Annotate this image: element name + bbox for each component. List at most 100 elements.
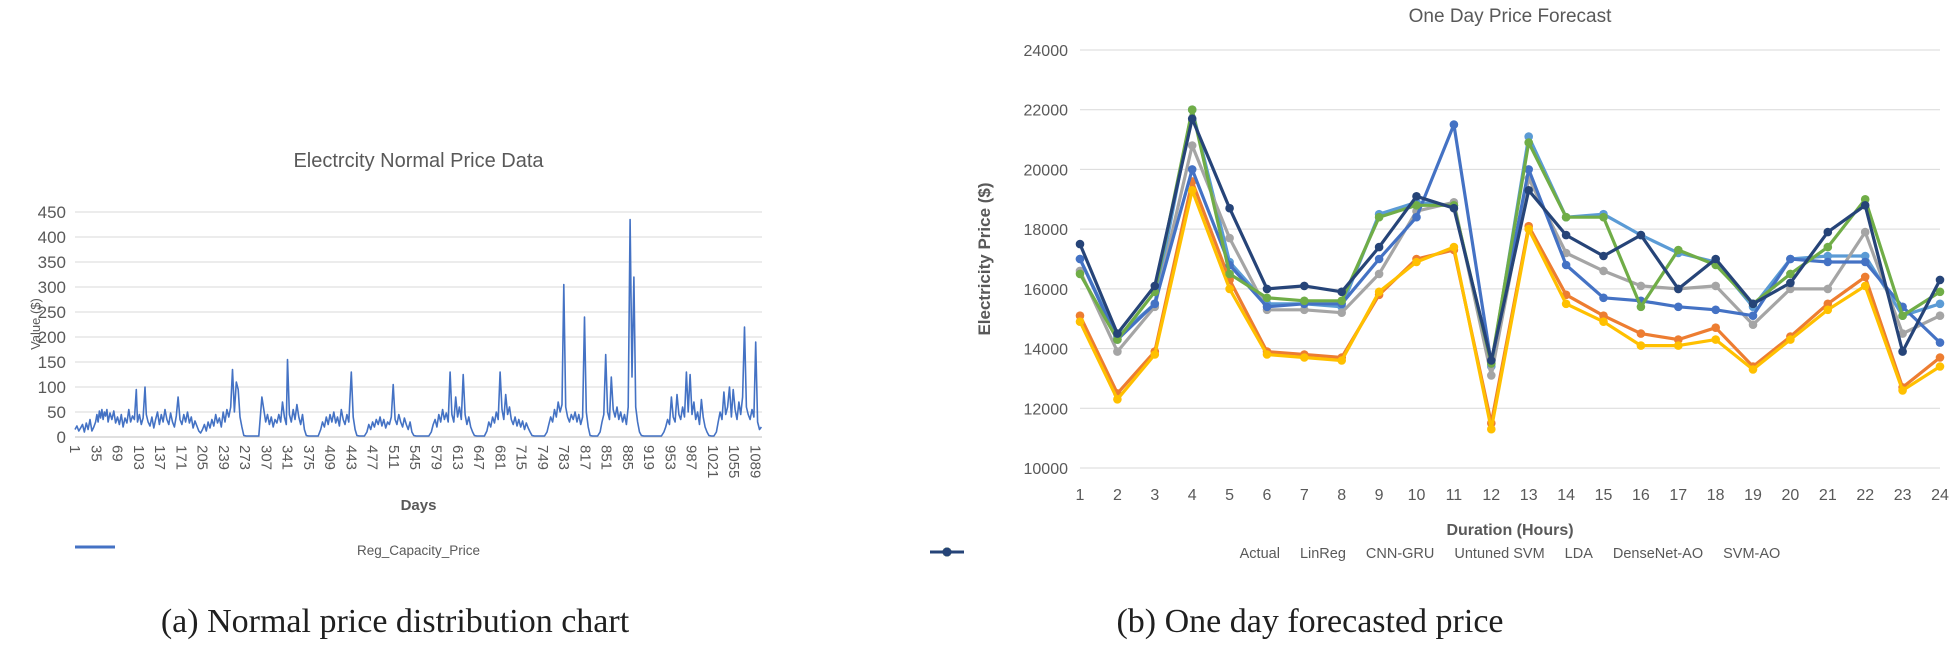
svg-text:885: 885 (619, 445, 636, 470)
svg-text:9: 9 (1375, 487, 1384, 504)
chart-a-y-tick-labels: 0 50 100 150 200 250 300 350 400 450 (38, 203, 66, 447)
series-svm-ao (1075, 114, 1945, 365)
svg-text:450: 450 (38, 203, 66, 222)
chart-b-x-axis-title: Duration (Hours) (1446, 522, 1574, 539)
svg-text:250: 250 (38, 303, 66, 322)
svg-text:17: 17 (1669, 487, 1687, 504)
legend-label: Actual (1239, 546, 1280, 562)
legend-item-reg-capacity-price: Reg_Capacity_Price (75, 543, 481, 558)
legend-item-actual: Actual (930, 546, 1280, 562)
svg-text:1: 1 (66, 445, 83, 453)
svg-text:12: 12 (1482, 487, 1500, 504)
svg-text:14000: 14000 (1024, 342, 1069, 359)
svg-text:16000: 16000 (1024, 282, 1069, 299)
forecast-chart: 10000 12000 14000 16000 18000 20000 22000 24000… (780, 0, 1950, 600)
chart-b-y-tick-labels: 10000 12000 14000 16000 18000 20000 22000 24000 (1024, 43, 1069, 478)
svg-text:137: 137 (151, 445, 168, 470)
svg-text:14: 14 (1557, 487, 1575, 504)
svg-text:307: 307 (257, 445, 274, 470)
svg-text:21: 21 (1819, 487, 1837, 504)
chart-b-legend: Actual LinReg CNN-GRU Untuned SVM LDA De… (930, 546, 1950, 562)
svg-text:13: 13 (1520, 487, 1538, 504)
svg-text:341: 341 (279, 445, 296, 470)
series-reg-capacity-price (74, 218, 763, 437)
legend-line-marker-swatch (930, 547, 964, 557)
svg-text:953: 953 (661, 445, 678, 470)
svg-text:16: 16 (1632, 487, 1650, 504)
svg-text:400: 400 (38, 228, 66, 247)
svg-text:22000: 22000 (1024, 103, 1069, 120)
caption-b: (b) One day forecasted price (1116, 603, 1504, 640)
legend-label: Reg_Capacity_Price (356, 543, 481, 558)
svg-text:171: 171 (172, 445, 189, 470)
chart-a-y-axis-title: Value ($) (28, 298, 43, 350)
legend-item-untuned-svm: Untuned SVM (930, 546, 1545, 562)
svg-text:22: 22 (1856, 487, 1874, 504)
legend-label: Untuned SVM (1454, 546, 1545, 562)
svg-text:8: 8 (1337, 487, 1346, 504)
chart-b-plot-area: 10000 12000 14000 16000 18000 20000 22000 24000… (1024, 43, 1950, 504)
svg-text:851: 851 (598, 445, 615, 470)
legend-label: LDA (1564, 546, 1593, 562)
normal-price-chart: 0 50 100 150 200 250 300 350 400 450 1 35 69 103 137 17… (0, 0, 780, 600)
svg-text:273: 273 (236, 445, 253, 470)
legend-item-lda: LDA (930, 546, 1593, 562)
svg-text:100: 100 (38, 378, 66, 397)
legend-item-cnn-gru: CNN-GRU (930, 546, 1434, 562)
svg-text:103: 103 (130, 445, 147, 470)
svg-text:681: 681 (491, 445, 508, 470)
svg-text:23: 23 (1894, 487, 1912, 504)
svg-text:20000: 20000 (1024, 162, 1069, 179)
svg-text:1: 1 (1076, 487, 1085, 504)
svg-text:5: 5 (1225, 487, 1234, 504)
chart-a-x-axis-title: Days (400, 497, 437, 514)
svg-text:35: 35 (87, 445, 104, 462)
chart-b-title: One Day Price Forecast (1408, 6, 1612, 27)
svg-text:15: 15 (1595, 487, 1613, 504)
chart-a-plot-area: 0 50 100 150 200 250 300 350 400 450 1 35 69 103 137 17… (38, 203, 764, 478)
svg-text:350: 350 (38, 253, 66, 272)
chart-b-y-axis-title: Electricity Price ($) (975, 182, 994, 336)
legend-line-swatch (75, 545, 115, 549)
legend-label: SVM-AO (1723, 546, 1781, 562)
svg-text:1055: 1055 (725, 445, 742, 478)
svg-text:239: 239 (215, 445, 232, 470)
svg-text:647: 647 (470, 445, 487, 470)
svg-text:24000: 24000 (1024, 43, 1069, 60)
legend-item-svm-ao: SVM-AO (930, 546, 1781, 562)
svg-text:20: 20 (1782, 487, 1800, 504)
series-linreg (1075, 177, 1945, 428)
svg-text:3: 3 (1150, 487, 1159, 504)
svg-text:150: 150 (38, 353, 66, 372)
svg-text:10: 10 (1408, 487, 1426, 504)
series-densenet-ao (1075, 105, 1945, 368)
chart-a-gridlines (75, 211, 762, 438)
svg-text:511: 511 (385, 445, 402, 469)
svg-text:12000: 12000 (1024, 401, 1069, 418)
svg-text:0: 0 (57, 428, 66, 447)
svg-text:1021: 1021 (704, 445, 721, 478)
svg-text:749: 749 (534, 445, 551, 470)
svg-text:715: 715 (513, 445, 530, 470)
svg-text:24: 24 (1931, 487, 1949, 504)
svg-text:18: 18 (1707, 487, 1725, 504)
chart-b-x-tick-labels: 1 2 3 4 5 6 7 8 9 10 11 12 13 14 15 16 17 18 19 20 21 22 23 24 (1076, 487, 1949, 504)
svg-text:7: 7 (1300, 487, 1309, 504)
svg-text:11: 11 (1446, 487, 1463, 504)
svg-text:783: 783 (555, 445, 572, 470)
svg-text:6: 6 (1263, 487, 1272, 504)
legend-item-linreg: LinReg (930, 546, 1346, 562)
chart-a-legend: Reg_Capacity_Price (75, 543, 762, 558)
svg-text:579: 579 (428, 445, 445, 470)
legend-label: LinReg (1299, 546, 1346, 562)
svg-text:545: 545 (406, 445, 423, 470)
caption-a: (a) Normal price distribution chart (160, 603, 630, 640)
legend-item-densenet-ao: DenseNet-AO (930, 546, 1703, 562)
svg-text:4: 4 (1188, 487, 1197, 504)
svg-text:1089: 1089 (746, 445, 763, 478)
svg-text:50: 50 (47, 403, 66, 422)
svg-text:205: 205 (194, 445, 211, 470)
chart-b-gridlines (1080, 49, 1940, 469)
svg-text:375: 375 (300, 445, 317, 470)
